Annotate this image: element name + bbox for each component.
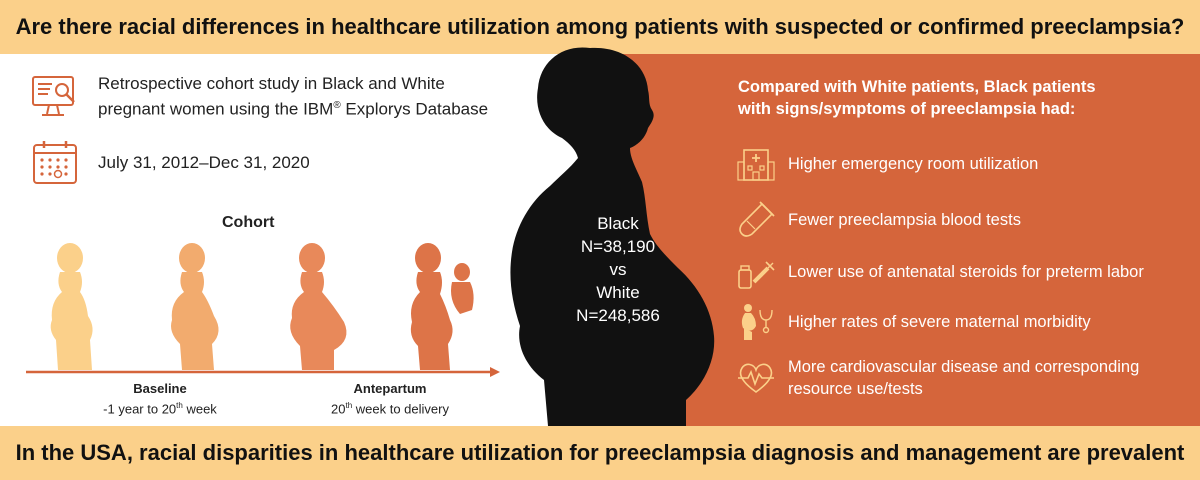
stage-baseline-range-prefix: -1 year to 20 — [103, 401, 177, 417]
stage-baseline: Baseline -1 year to 20th week — [80, 380, 240, 417]
study-design-line2-suffix: Explorys Database — [340, 99, 489, 119]
finding-cardiovascular-line1: More cardiovascular disease and correspo… — [788, 358, 1140, 376]
finding-maternal-morbidity-text: Higher rates of severe maternal morbidit… — [788, 313, 1091, 331]
study-design-line1: Retrospective cohort study in Black and … — [98, 74, 445, 94]
stage-baseline-range-suffix: week — [182, 401, 217, 417]
finding-text: Fewer preeclampsia blood tests — [788, 209, 1021, 231]
woman-figure-late-pregnancy — [290, 243, 347, 370]
finding-blood-tests-text: Fewer preeclampsia blood tests — [788, 211, 1021, 229]
finding-maternal-morbidity: Higher rates of severe maternal morbidit… — [736, 302, 1091, 342]
finding-text: Higher rates of severe maternal morbidit… — [788, 311, 1091, 333]
finding-emergency-room: Higher emergency room utilization — [736, 144, 1038, 184]
stage-baseline-range-sup: th — [176, 401, 183, 410]
stage-antepartum: Antepartum 20th week to delivery — [300, 380, 480, 417]
findings-heading-line2: with signs/symptoms of preeclampsia had: — [738, 100, 1076, 118]
finding-cardiovascular: More cardiovascular disease and correspo… — [736, 356, 1139, 400]
pregnant-woman-silhouette — [510, 47, 715, 426]
finding-blood-tests: Fewer preeclampsia blood tests — [736, 200, 1021, 240]
versus-label: vs — [609, 260, 627, 279]
stage-antepartum-range-prefix: 20 — [331, 401, 346, 417]
baby-head — [454, 263, 470, 281]
woman-figure-early-pregnancy — [171, 243, 219, 370]
study-design-text: Retrospective cohort study in Black and … — [98, 73, 488, 121]
finding-emergency-room-text: Higher emergency room utilization — [788, 155, 1039, 173]
hospital-icon — [737, 149, 775, 181]
stage-antepartum-range-suffix: week to delivery — [352, 401, 449, 417]
question-banner: Are there racial differences in healthca… — [0, 0, 1200, 54]
registered-mark: ® — [333, 100, 341, 112]
baby-body — [451, 282, 474, 314]
group-black-n: N=38,190 — [580, 237, 656, 256]
study-period-row: July 31, 2012–Dec 31, 2020 — [30, 138, 310, 188]
group-white-n: N=248,586 — [576, 306, 660, 325]
cohort-title: Cohort — [222, 214, 275, 231]
stage-antepartum-range: 20th week to delivery — [300, 397, 480, 417]
finding-cardiovascular-line2: resource use/tests — [788, 380, 923, 398]
findings-panel — [622, 54, 1200, 426]
cohort-figures — [50, 243, 474, 370]
timeline-arrow — [26, 367, 500, 377]
finding-text: Higher emergency room utilization — [788, 153, 1038, 175]
stage-antepartum-name: Antepartum — [353, 381, 427, 396]
syringe-icon — [738, 261, 775, 289]
cohort-sizes: Black N=38,190 vs White N=248,586 — [548, 212, 688, 327]
finding-antenatal-steroids: Lower use of antenatal steroids for pret… — [736, 252, 1144, 292]
calendar-icon — [33, 141, 77, 184]
computer-search-icon — [32, 76, 75, 116]
group-white-label: White — [596, 283, 640, 302]
finding-text: More cardiovascular disease and correspo… — [788, 356, 1139, 400]
conclusion-text: In the USA, racial disparities in health… — [15, 440, 1185, 465]
findings-heading-line1: Compared with White patients, Black pati… — [738, 78, 1096, 96]
study-design-line2-prefix: pregnant women using the IBM — [98, 99, 334, 119]
group-black-label: Black — [597, 214, 639, 233]
study-design-line2: pregnant women using the IBM® Explorys D… — [98, 95, 488, 121]
conclusion-banner: In the USA, racial disparities in health… — [0, 426, 1200, 480]
study-period-text: July 31, 2012–Dec 31, 2020 — [98, 153, 310, 172]
woman-figure-delivery — [410, 243, 474, 370]
heart-rate-icon — [738, 363, 774, 393]
stage-antepartum-range-sup: th — [345, 401, 353, 410]
finding-antenatal-steroids-text: Lower use of antenatal steroids for pret… — [788, 263, 1144, 281]
findings-heading: Compared with White patients, Black pati… — [738, 76, 1158, 120]
study-design-row: Retrospective cohort study in Black and … — [30, 72, 488, 122]
finding-text: Lower use of antenatal steroids for pret… — [788, 261, 1144, 283]
test-tube-icon — [739, 201, 775, 237]
stage-baseline-range: -1 year to 20th week — [80, 397, 240, 417]
woman-figure-baseline — [50, 243, 93, 370]
question-title: Are there racial differences in healthca… — [15, 14, 1185, 39]
pregnant-stethoscope-icon — [741, 304, 773, 340]
stage-baseline-name: Baseline — [133, 381, 187, 396]
